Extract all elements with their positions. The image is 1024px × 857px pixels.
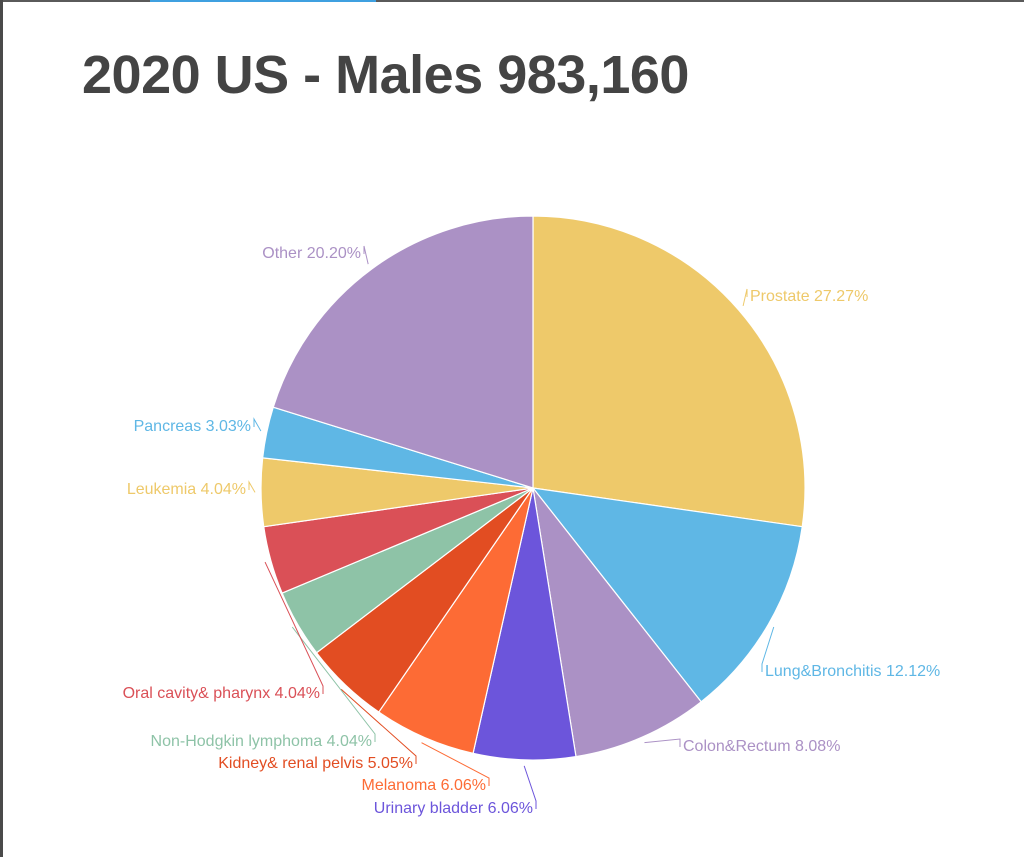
slice-label: Urinary bladder 6.06% [374,800,533,817]
slice-label: Pancreas 3.03% [134,418,251,435]
slice-label: Lung&Bronchitis 12.12% [765,663,940,680]
leader-line [523,765,537,809]
leader-line [291,626,376,742]
pie-slice-other[interactable] [272,215,534,489]
pie-slice-prostate[interactable] [532,215,806,528]
pie-slice-colon-rectum[interactable] [532,485,702,758]
active-tab-indicator [150,0,376,2]
window-left-border [0,0,3,857]
slice-label: Leukemia 4.04% [127,481,246,498]
slice-label: Colon&Rectum 8.08% [683,738,840,755]
leader-line [421,742,490,786]
slice-label: Melanoma 6.06% [361,777,486,794]
window-top-border [0,0,1024,2]
slice-label: Kidney& renal pelvis 5.05% [218,755,413,772]
slice-label: Prostate 27.27% [750,288,868,305]
leader-line [644,738,681,747]
leader-line [742,288,748,307]
pie-slice-lung-bronchitis[interactable] [531,487,803,703]
leader-line [264,561,324,694]
slice-label: Non-Hodgkin lymphoma 4.04% [151,733,372,750]
chart-title: 2020 US - Males 983,160 [82,45,689,105]
leader-line [340,688,417,764]
leader-line [248,480,256,493]
leader-line [761,626,775,672]
leader-line [253,417,262,432]
leader-line [363,245,369,265]
slice-label: Other 20.20% [262,245,361,262]
slice-label: Oral cavity& pharynx 4.04% [123,685,320,702]
